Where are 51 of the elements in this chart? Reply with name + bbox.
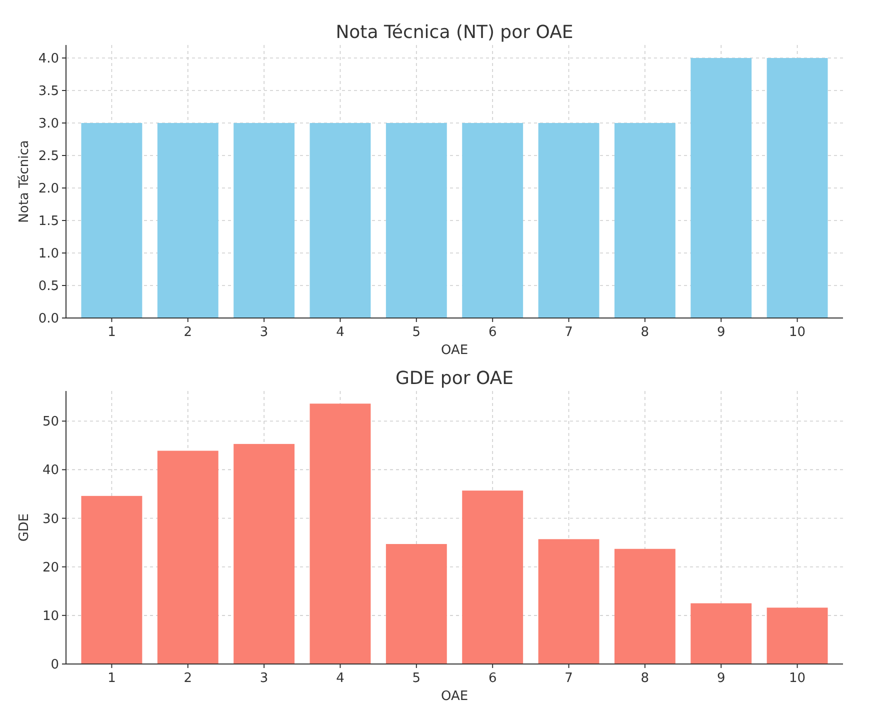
bar (690, 603, 752, 664)
x-axis-title: OAE (440, 689, 468, 704)
x-tick-label: 3 (260, 325, 268, 340)
x-tick-label: 5 (412, 325, 421, 340)
y-tick-label: 4.0 (38, 52, 59, 67)
bar (81, 496, 142, 664)
y-tick-label: 0.5 (38, 279, 59, 294)
bar (462, 490, 524, 664)
chart-title: GDE por OAE (395, 368, 514, 389)
x-tick-label: 8 (640, 671, 650, 686)
chart-title: Nota Técnica (NT) por OAE (336, 22, 574, 43)
bar (538, 539, 600, 664)
bar (386, 544, 447, 664)
x-tick-label: 1 (108, 325, 116, 340)
x-tick-label: 5 (412, 671, 421, 686)
y-tick-label: 3.0 (38, 116, 59, 132)
bar (157, 450, 218, 664)
y-tick-label: 2.5 (38, 149, 59, 164)
y-axis-title: GDE (17, 513, 32, 542)
x-tick-label: 4 (336, 671, 344, 686)
y-tick-label: 1.0 (38, 246, 59, 262)
x-tick-label: 6 (488, 671, 497, 686)
x-tick-label: 4 (336, 325, 344, 340)
y-tick-label: 2.0 (38, 182, 59, 197)
x-axis-title: OAE (440, 343, 468, 358)
bar (766, 608, 828, 664)
x-tick-label: 7 (564, 671, 573, 686)
bar (310, 404, 371, 664)
y-tick-label: 1.5 (38, 214, 59, 230)
y-tick-label: 20 (42, 560, 59, 576)
x-tick-label: 8 (640, 325, 650, 340)
y-tick-label: 0.0 (38, 312, 59, 327)
y-tick-label: 10 (42, 608, 59, 624)
y-tick-label: 50 (42, 414, 59, 430)
x-tick-label: 10 (789, 671, 806, 686)
y-tick-label: 3.5 (38, 84, 59, 100)
x-tick-label: 2 (184, 671, 192, 686)
x-tick-label: 3 (260, 671, 268, 686)
bar (614, 548, 676, 664)
x-tick-label: 10 (789, 325, 806, 340)
x-tick-label: 6 (488, 325, 497, 340)
x-tick-label: 9 (716, 671, 726, 686)
bar (234, 444, 295, 664)
y-tick-label: 30 (42, 512, 59, 527)
x-tick-label: 1 (108, 671, 116, 686)
x-tick-label: 9 (716, 325, 726, 340)
y-tick-label: 0 (50, 658, 59, 673)
y-tick-label: 40 (42, 463, 59, 478)
x-tick-label: 2 (184, 325, 192, 340)
x-tick-label: 7 (564, 325, 573, 340)
y-axis-title: Nota Técnica (17, 140, 32, 223)
